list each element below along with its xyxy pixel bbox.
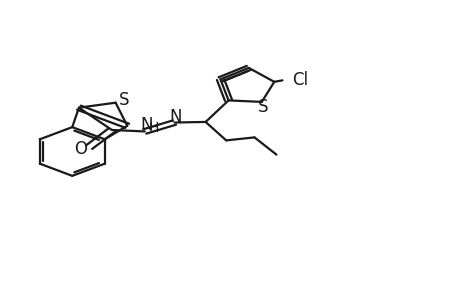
Text: S: S xyxy=(118,91,129,109)
Text: N: N xyxy=(140,116,152,134)
Text: N: N xyxy=(169,108,182,126)
Text: Cl: Cl xyxy=(291,71,307,89)
Text: O: O xyxy=(74,140,87,158)
Text: S: S xyxy=(258,98,268,116)
Text: H: H xyxy=(148,121,158,135)
